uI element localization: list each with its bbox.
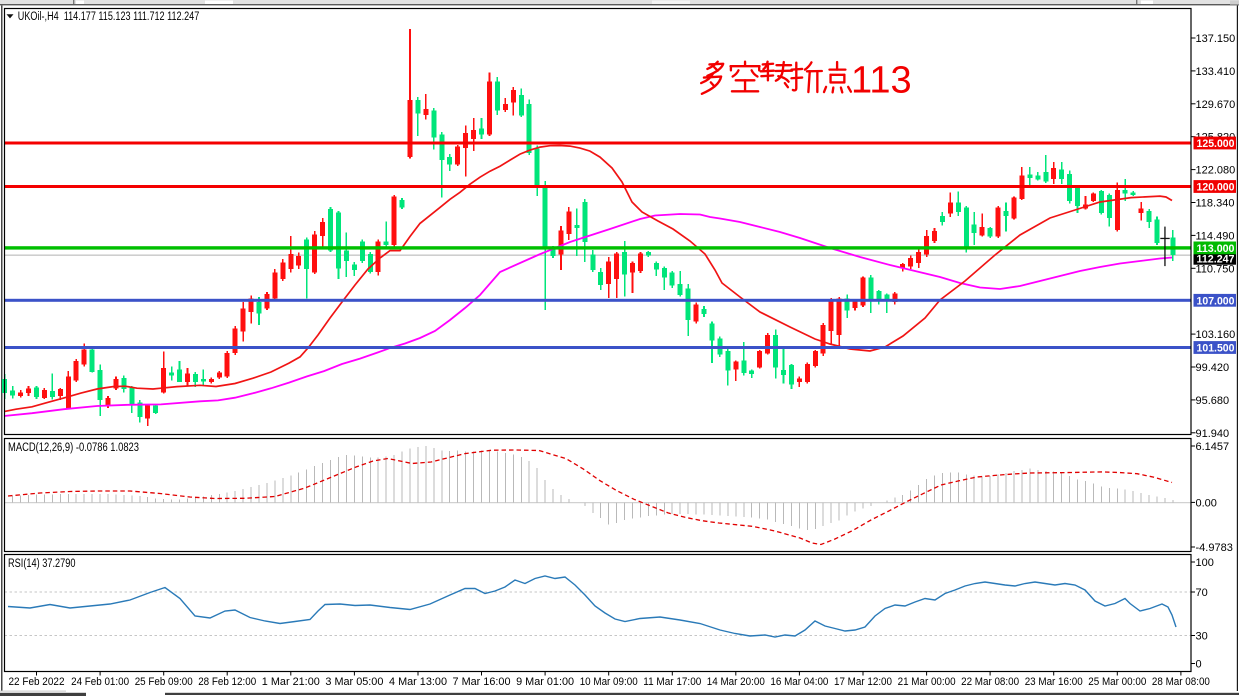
svg-text:14 Mar 20:00: 14 Mar 20:00 <box>707 676 765 688</box>
svg-text:110.750: 110.750 <box>1196 263 1235 275</box>
svg-text:70: 70 <box>1196 587 1208 599</box>
svg-text:7 Mar 16:00: 7 Mar 16:00 <box>453 676 511 688</box>
svg-text:120.000: 120.000 <box>1197 182 1235 194</box>
svg-text:17 Mar 12:00: 17 Mar 12:00 <box>834 676 892 688</box>
svg-text:16 Mar 04:00: 16 Mar 04:00 <box>770 676 828 688</box>
svg-text:22 Mar 08:00: 22 Mar 08:00 <box>961 676 1019 688</box>
svg-text:6.1457: 6.1457 <box>1196 441 1230 453</box>
svg-text:28 Feb 12:00: 28 Feb 12:00 <box>198 676 256 688</box>
svg-text:125.000: 125.000 <box>1197 138 1235 150</box>
svg-text:25 Mar 00:00: 25 Mar 00:00 <box>1088 676 1146 688</box>
svg-text:137.150: 137.150 <box>1196 33 1236 45</box>
svg-text:1 Mar 21:00: 1 Mar 21:00 <box>262 676 320 688</box>
svg-text:24 Feb 01:00: 24 Feb 01:00 <box>71 676 129 688</box>
svg-text:133.410: 133.410 <box>1196 66 1236 78</box>
svg-text:129.670: 129.670 <box>1196 99 1236 111</box>
svg-text:21 Mar 00:00: 21 Mar 00:00 <box>898 676 956 688</box>
svg-text:95.680: 95.680 <box>1196 395 1230 407</box>
svg-text:0.00: 0.00 <box>1196 497 1217 509</box>
svg-text:113.000: 113.000 <box>1197 243 1235 255</box>
svg-text:0: 0 <box>1196 659 1202 671</box>
svg-text:4 Mar 13:00: 4 Mar 13:00 <box>389 676 447 688</box>
svg-text:22 Feb 2022: 22 Feb 2022 <box>9 676 65 688</box>
svg-text:30: 30 <box>1196 631 1208 643</box>
svg-text:3 Mar 05:00: 3 Mar 05:00 <box>325 676 383 688</box>
svg-text:112.247: 112.247 <box>1197 253 1235 265</box>
svg-text:100: 100 <box>1196 557 1214 569</box>
svg-text:114.490: 114.490 <box>1196 230 1235 242</box>
svg-text:91.940: 91.940 <box>1196 428 1230 440</box>
svg-text:RSI(14) 37.2790: RSI(14) 37.2790 <box>8 558 76 570</box>
svg-text:122.080: 122.080 <box>1196 165 1236 177</box>
svg-text:107.000: 107.000 <box>1197 295 1235 307</box>
svg-text:UKOil-,H4 114.177 115.123 111: UKOil-,H4 114.177 115.123 111.712 112.24… <box>18 11 200 23</box>
svg-text:118.340: 118.340 <box>1196 198 1235 210</box>
svg-text:MACD(12,26,9) -0.0786 1.0823: MACD(12,26,9) -0.0786 1.0823 <box>8 442 139 454</box>
svg-text:25 Feb 09:00: 25 Feb 09:00 <box>135 676 193 688</box>
svg-text:101.500: 101.500 <box>1197 343 1235 355</box>
svg-text:9 Mar 01:00: 9 Mar 01:00 <box>516 676 574 688</box>
svg-text:99.420: 99.420 <box>1196 362 1230 374</box>
svg-text:28 Mar 08:00: 28 Mar 08:00 <box>1152 676 1210 688</box>
svg-text:103.160: 103.160 <box>1196 329 1236 341</box>
svg-text:113: 113 <box>851 60 912 102</box>
svg-text:10 Mar 09:00: 10 Mar 09:00 <box>580 676 638 688</box>
svg-text:11 Mar 17:00: 11 Mar 17:00 <box>643 676 701 688</box>
svg-text:23 Mar 16:00: 23 Mar 16:00 <box>1025 676 1083 688</box>
svg-text:-4.9783: -4.9783 <box>1196 542 1233 554</box>
